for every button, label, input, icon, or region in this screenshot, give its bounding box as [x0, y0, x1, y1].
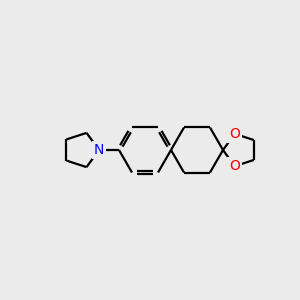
Text: N: N — [94, 143, 104, 157]
Text: O: O — [229, 127, 240, 141]
Text: O: O — [229, 159, 240, 173]
